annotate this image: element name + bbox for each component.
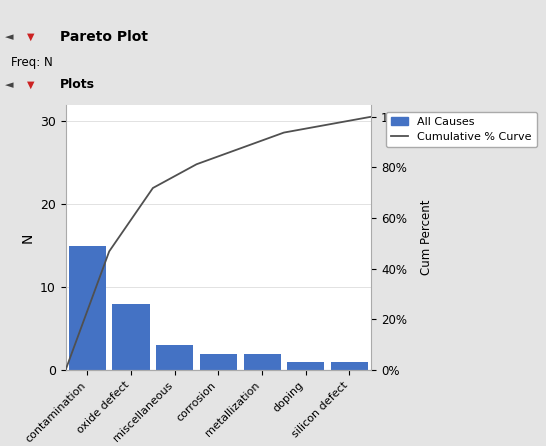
Bar bbox=[156, 345, 193, 370]
Bar bbox=[244, 354, 281, 370]
Bar bbox=[331, 362, 368, 370]
Text: Freq: N: Freq: N bbox=[11, 56, 52, 69]
Text: ◄: ◄ bbox=[5, 80, 14, 90]
Y-axis label: Cum Percent: Cum Percent bbox=[420, 200, 433, 275]
Text: ◄: ◄ bbox=[5, 32, 14, 42]
Text: ▼: ▼ bbox=[27, 80, 35, 90]
Bar bbox=[69, 246, 106, 370]
Text: Plots: Plots bbox=[60, 78, 95, 91]
Legend: All Causes, Cumulative % Curve: All Causes, Cumulative % Curve bbox=[386, 112, 537, 147]
Bar bbox=[112, 304, 150, 370]
Text: Pareto Plot: Pareto Plot bbox=[60, 30, 148, 44]
Text: ▼: ▼ bbox=[27, 32, 35, 42]
Bar bbox=[287, 362, 324, 370]
Bar bbox=[200, 354, 237, 370]
Y-axis label: N: N bbox=[20, 232, 34, 243]
